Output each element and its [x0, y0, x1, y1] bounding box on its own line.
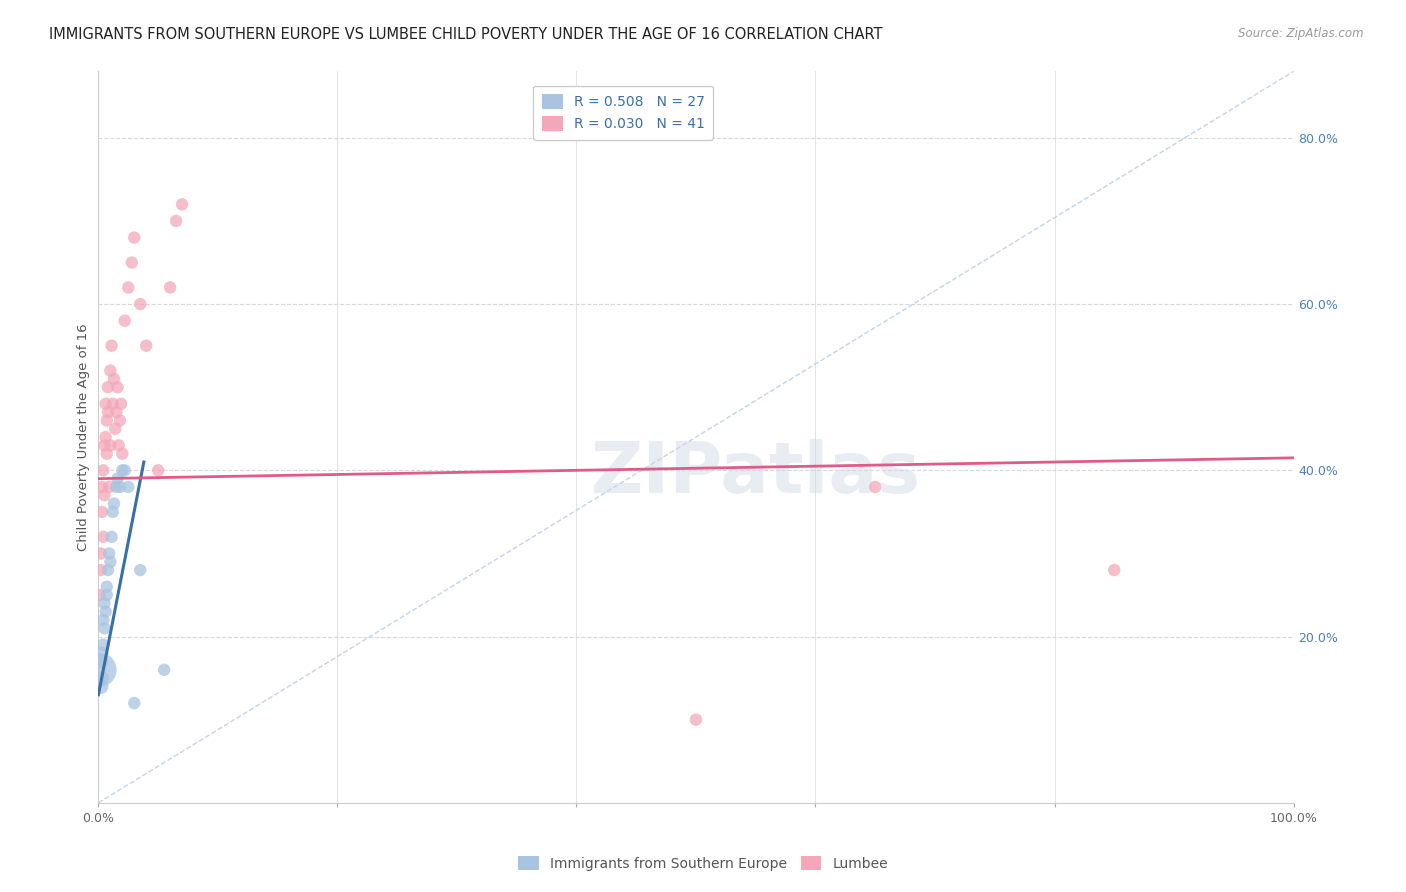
Point: [94, 605, 117, 619]
Point: [96, 580, 118, 594]
Point: [148, 463, 170, 477]
Point: [90, 563, 112, 577]
Point: [100, 530, 122, 544]
Point: [105, 480, 128, 494]
Point: [104, 422, 127, 436]
Point: [89, 588, 111, 602]
Point: [98, 555, 122, 569]
Point: [93, 621, 115, 635]
Point: [91, 646, 114, 660]
Point: [93, 438, 115, 452]
Point: [129, 563, 152, 577]
Point: [159, 280, 181, 294]
Point: [107, 438, 129, 452]
Point: [108, 480, 131, 494]
Legend: Immigrants from Southern Europe, Lumbee: Immigrants from Southern Europe, Lumbee: [512, 850, 894, 876]
Point: [111, 447, 134, 461]
Point: [103, 497, 125, 511]
Point: [91, 480, 114, 494]
Point: [90, 655, 112, 669]
Point: [98, 363, 122, 377]
Point: [96, 447, 118, 461]
Point: [90, 680, 112, 694]
Point: [94, 397, 117, 411]
Text: Source: ZipAtlas.com: Source: ZipAtlas.com: [1239, 27, 1364, 40]
Y-axis label: Child Poverty Under the Age of 16: Child Poverty Under the Age of 16: [77, 323, 90, 551]
Point: [110, 397, 132, 411]
Point: [91, 613, 114, 627]
Point: [107, 472, 129, 486]
Point: [108, 413, 131, 427]
Point: [103, 372, 125, 386]
Text: IMMIGRANTS FROM SOUTHERN EUROPE VS LUMBEE CHILD POVERTY UNDER THE AGE OF 16 CORR: IMMIGRANTS FROM SOUTHERN EUROPE VS LUMBE…: [49, 27, 883, 42]
Point: [91, 671, 114, 685]
Point: [172, 197, 194, 211]
Point: [129, 297, 152, 311]
Point: [91, 638, 114, 652]
Point: [117, 280, 139, 294]
Point: [124, 230, 146, 244]
Point: [97, 563, 120, 577]
Point: [105, 405, 128, 419]
Point: [865, 480, 887, 494]
Point: [96, 588, 118, 602]
Text: ZIPatlas: ZIPatlas: [591, 439, 921, 508]
Point: [94, 430, 117, 444]
Point: [117, 480, 139, 494]
Point: [101, 505, 124, 519]
Point: [101, 397, 124, 411]
Point: [107, 380, 129, 394]
Point: [98, 546, 121, 560]
Point: [91, 463, 114, 477]
Point: [111, 463, 134, 477]
Point: [97, 380, 120, 394]
Point: [91, 505, 114, 519]
Point: [100, 338, 122, 352]
Point: [121, 255, 143, 269]
Point: [91, 530, 114, 544]
Point: [98, 438, 122, 452]
Point: [135, 338, 157, 352]
Point: [90, 546, 112, 560]
Point: [97, 405, 120, 419]
Point: [685, 713, 707, 727]
Point: [124, 696, 146, 710]
Legend: R = 0.508   N = 27, R = 0.030   N = 41: R = 0.508 N = 27, R = 0.030 N = 41: [533, 86, 713, 140]
Point: [114, 463, 136, 477]
Point: [93, 488, 115, 502]
Point: [1104, 563, 1126, 577]
Point: [165, 214, 187, 228]
Point: [98, 480, 121, 494]
Point: [89, 663, 111, 677]
Point: [153, 663, 176, 677]
Point: [93, 596, 115, 610]
Point: [96, 413, 118, 427]
Point: [114, 314, 136, 328]
